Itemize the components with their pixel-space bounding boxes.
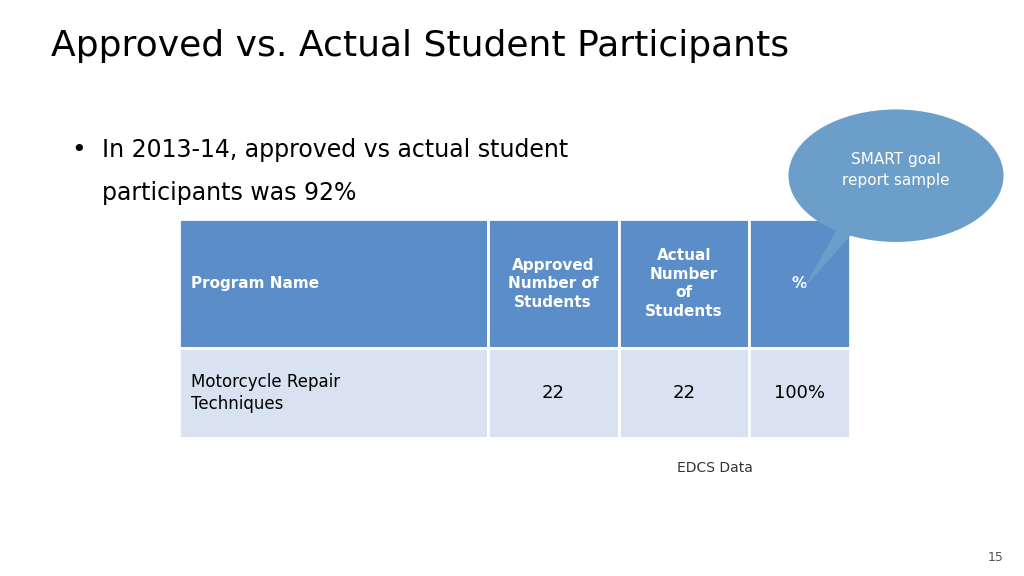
Text: Actual
Number
of
Students: Actual Number of Students [645, 248, 723, 319]
Text: %: % [792, 276, 807, 291]
Ellipse shape [788, 109, 1004, 242]
Text: Program Name: Program Name [191, 276, 319, 291]
Text: EDCS Data: EDCS Data [677, 461, 753, 475]
FancyBboxPatch shape [179, 348, 487, 438]
Polygon shape [804, 225, 860, 288]
FancyBboxPatch shape [750, 219, 850, 348]
Text: Approved
Number of
Students: Approved Number of Students [508, 257, 598, 310]
Text: Approved vs. Actual Student Participants: Approved vs. Actual Student Participants [51, 29, 790, 63]
Text: 15: 15 [987, 551, 1004, 564]
Text: SMART goal
report sample: SMART goal report sample [842, 152, 950, 188]
Text: In 2013-14, approved vs actual student: In 2013-14, approved vs actual student [102, 138, 568, 162]
FancyBboxPatch shape [487, 348, 618, 438]
FancyBboxPatch shape [750, 348, 850, 438]
Text: 100%: 100% [774, 384, 825, 402]
Text: participants was 92%: participants was 92% [102, 181, 356, 206]
FancyBboxPatch shape [618, 219, 750, 348]
Text: •: • [72, 138, 86, 162]
Text: Motorcycle Repair
Techniques: Motorcycle Repair Techniques [191, 373, 341, 413]
FancyBboxPatch shape [618, 348, 750, 438]
FancyBboxPatch shape [179, 219, 487, 348]
FancyBboxPatch shape [487, 219, 618, 348]
Text: 22: 22 [673, 384, 695, 402]
Text: 22: 22 [542, 384, 564, 402]
